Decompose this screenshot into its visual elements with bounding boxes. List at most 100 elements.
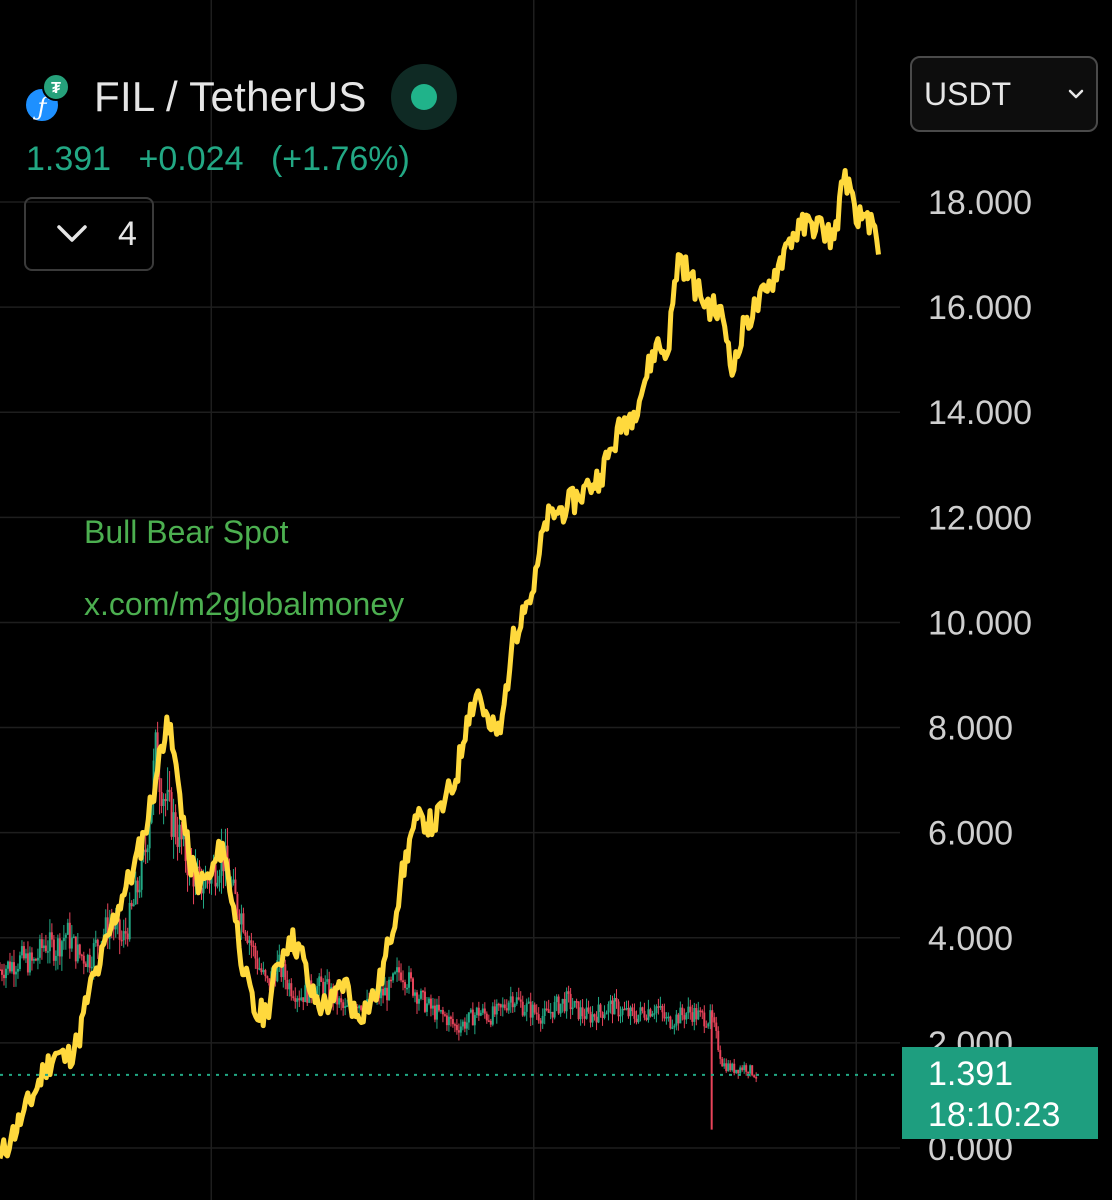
candle-body	[388, 979, 391, 1001]
candle-body	[80, 954, 83, 957]
candle-body	[132, 904, 135, 907]
candle-body	[653, 1013, 656, 1015]
ticker-line: 1.391 +0.024 (+1.76%)	[26, 140, 410, 179]
candle-body	[533, 1004, 536, 1013]
candle-body	[0, 969, 1, 971]
candle-body	[565, 991, 568, 1012]
y-tick-label: 18.000	[928, 184, 1032, 222]
chart-header: ƒ ₮ FIL / TetherUS	[24, 64, 457, 130]
candle-body	[577, 1001, 580, 1020]
candle-body	[44, 945, 47, 952]
watermark-url[interactable]: x.com/m2globalmoney	[84, 586, 405, 622]
candle-body	[495, 1003, 498, 1015]
candle-body	[555, 996, 558, 1003]
candle-body	[186, 861, 189, 876]
candle-body	[593, 1014, 596, 1017]
candle-body	[583, 1016, 586, 1019]
candle-body	[443, 1014, 446, 1016]
candle-body	[204, 875, 207, 888]
indicators-toggle-button[interactable]: 4	[24, 197, 154, 271]
candle-body	[479, 1012, 482, 1016]
candle-body	[176, 837, 179, 847]
candle-body	[320, 976, 323, 982]
candle-body	[282, 964, 285, 978]
candle-body	[591, 1014, 594, 1023]
candle-body	[643, 1010, 646, 1018]
candle-body	[485, 1013, 488, 1021]
candle-body	[126, 933, 129, 940]
candle-body	[569, 993, 572, 1010]
candle-body	[459, 1026, 462, 1033]
y-tick-label: 10.000	[928, 604, 1032, 642]
candle-body	[234, 879, 237, 894]
candle-body	[517, 997, 520, 1000]
candle-body	[2, 974, 5, 979]
candle-body	[421, 990, 424, 993]
candle-body	[709, 1010, 712, 1024]
candle-body	[461, 1021, 464, 1027]
candle-body	[609, 1000, 612, 1005]
filecoin-icon: ƒ	[24, 87, 60, 123]
candle-body	[74, 936, 77, 962]
candle-body	[675, 1014, 678, 1026]
candle-body	[392, 973, 395, 981]
badge-countdown: 18:10:23	[928, 1096, 1061, 1134]
candle-body	[527, 1001, 530, 1004]
candle-body	[589, 1011, 592, 1023]
candle-body	[384, 987, 387, 996]
candle-body	[246, 935, 249, 943]
candle-body	[549, 1011, 552, 1014]
candle-body	[50, 932, 53, 940]
current-price-badge: 1.391 18:10:23	[902, 1047, 1098, 1139]
currency-select[interactable]: USDT	[910, 56, 1098, 132]
candle-body	[409, 972, 412, 979]
candle-body	[559, 1003, 562, 1014]
candle-body	[509, 996, 512, 1003]
candle-body	[617, 1001, 620, 1017]
candle-body	[503, 1004, 506, 1009]
candle-body	[398, 967, 401, 973]
candle-body	[140, 855, 143, 890]
candle-body	[469, 1009, 472, 1013]
candle-body	[168, 789, 171, 793]
candle-body	[344, 1006, 347, 1008]
candle-body	[553, 1002, 556, 1018]
candle-body	[56, 938, 59, 956]
currency-select-value: USDT	[924, 75, 1012, 112]
candle-body	[90, 966, 93, 969]
candle-body	[729, 1063, 732, 1071]
candle-body	[681, 1007, 684, 1016]
candle-body	[571, 1007, 574, 1010]
candle-body	[322, 981, 325, 995]
candle-body	[501, 1004, 504, 1008]
candle-body	[240, 913, 243, 925]
candle-body	[104, 917, 107, 935]
candle-body	[24, 953, 27, 959]
candle-body	[8, 961, 11, 972]
candle-body	[697, 1010, 700, 1020]
candle-body	[507, 1002, 510, 1011]
candle-body	[160, 792, 163, 806]
candle-body	[30, 952, 33, 961]
candle-body	[146, 848, 149, 853]
candle-body	[58, 938, 61, 957]
candle-body	[258, 968, 261, 970]
candle-body	[260, 968, 263, 973]
candle-body	[346, 1005, 349, 1007]
candle-body	[174, 812, 177, 838]
candle-body	[739, 1067, 742, 1074]
pair-title[interactable]: FIL / TetherUS	[94, 73, 367, 120]
candle-body	[268, 978, 271, 986]
candle-body	[382, 988, 385, 996]
candle-body	[605, 1012, 608, 1015]
candle-body	[489, 1020, 492, 1025]
candle-body	[429, 998, 432, 1009]
candle-body	[166, 789, 169, 802]
candle-body	[671, 1027, 674, 1029]
candle-body	[497, 1003, 500, 1006]
candle-body	[64, 934, 67, 938]
candle-body	[741, 1067, 744, 1071]
candle-body	[170, 792, 173, 837]
candle-body	[54, 955, 57, 961]
candle-body	[425, 1003, 428, 1012]
